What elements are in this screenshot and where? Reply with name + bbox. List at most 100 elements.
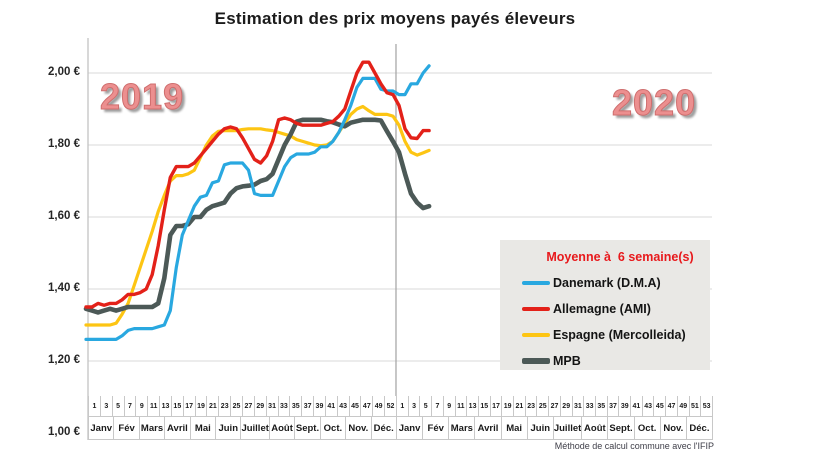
month-label: Fév (422, 416, 449, 440)
week-tick-label: 21 (513, 396, 525, 416)
week-tick-label: 33 (277, 396, 290, 416)
espagne-line-swatch-icon (522, 333, 550, 337)
week-tick-label: 13 (159, 396, 171, 416)
month-label: Déc. (370, 416, 396, 440)
legend-item-danemark: Danemark (D.M.A) (500, 270, 710, 296)
month-label: Déc. (685, 416, 712, 440)
y-tick-label: 1,60 € (48, 210, 80, 222)
month-label: Nov. (659, 416, 686, 440)
footnote: Méthode de calcul commune avec l'IFIP (554, 441, 714, 451)
week-tick-label: 29 (559, 396, 572, 416)
y-tick-label: 1,40 € (48, 282, 80, 294)
week-tick-label: 21 (206, 396, 218, 416)
month-label: Janv (88, 416, 114, 440)
legend-item-mpb: MPB (500, 348, 710, 374)
week-tick-label: 9 (135, 396, 147, 416)
legend-label-espagne: Espagne (Mercolleida) (553, 328, 686, 342)
week-tick-label: 11 (147, 396, 159, 416)
week-tick-label: 3 (99, 396, 112, 416)
month-label: Sept. (294, 416, 320, 440)
legend-label-danemark: Danemark (D.M.A) (553, 276, 661, 290)
week-tick-label: 37 (301, 396, 313, 416)
week-tick-label: 27 (548, 396, 560, 416)
week-tick-label: 31 (571, 396, 584, 416)
week-tick-label: 45 (653, 396, 665, 416)
month-label: Août (581, 416, 608, 440)
y-tick-label: 1,80 € (48, 138, 80, 150)
week-tick-label: 1 (396, 396, 408, 416)
x-axis-months-2020: Janv Fév Mars Avril Mai Juin Juillet Août Sept. O… (396, 416, 713, 440)
week-tick-label: 43 (641, 396, 654, 416)
week-tick-label: 1 (88, 396, 100, 416)
month-label: Sept. (607, 416, 634, 440)
week-tick-label: 5 (111, 396, 124, 416)
year-label-2019: 2019 (99, 76, 185, 118)
week-tick-label: 23 (524, 396, 537, 416)
month-label: Mai (189, 416, 216, 440)
month-label: Juin (215, 416, 241, 440)
week-tick-label: 15 (477, 396, 490, 416)
month-label: Oct. (633, 416, 660, 440)
allemagne-line-swatch-icon (522, 307, 550, 311)
week-tick-label: 49 (372, 396, 384, 416)
month-label: Nov. (345, 416, 371, 440)
week-tick-label: 17 (489, 396, 502, 416)
week-tick-label: 47 (665, 396, 677, 416)
month-label: Juin (526, 416, 553, 440)
month-label: Janv (396, 416, 423, 440)
danemark-line-swatch-icon (522, 281, 550, 285)
week-tick-label: 35 (289, 396, 301, 416)
week-tick-label: 19 (194, 396, 207, 416)
month-label: Fév (113, 416, 139, 440)
chart-title: Estimation des prix moyens payés éleveur… (214, 9, 576, 28)
week-tick-label: 27 (241, 396, 254, 416)
week-tick-label: 52 (384, 396, 396, 416)
month-label: Mars (448, 416, 475, 440)
week-tick-label: 33 (583, 396, 595, 416)
week-tick-label: 13 (466, 396, 478, 416)
week-tick-label: 43 (336, 396, 349, 416)
month-label: Août (268, 416, 295, 440)
chart-legend: Moyenne à 6 semaine(s) Danemark (D.M.A) … (500, 240, 710, 370)
week-tick-label: 9 (442, 396, 455, 416)
week-tick-label: 5 (419, 396, 431, 416)
month-label: Juillet (240, 416, 269, 440)
x-axis-weeks-2019: 1 3 5 7 9 11 13 15 17 19 21 23 25 27 29 31 33 35 37 39 41 43 4… (88, 396, 397, 416)
week-tick-label: 23 (218, 396, 230, 416)
x-axis-months-2019: Janv Fév Mars Avril Mai Juin Juillet Août Sept. O… (88, 416, 396, 440)
week-tick-label: 41 (630, 396, 642, 416)
week-tick-label: 41 (324, 396, 337, 416)
mpb-line-swatch-icon (522, 358, 550, 364)
week-tick-label: 25 (230, 396, 242, 416)
week-tick-label: 37 (606, 396, 619, 416)
week-tick-label: 45 (348, 396, 361, 416)
month-label: Oct. (319, 416, 346, 440)
series-line-mpb (83, 117, 432, 315)
week-tick-label: 11 (454, 396, 467, 416)
legend-label-allemagne: Allemagne (AMI) (553, 302, 651, 316)
week-tick-label: 49 (676, 396, 689, 416)
month-label: Mars (138, 416, 165, 440)
week-tick-label: 3 (407, 396, 420, 416)
legend-title: Moyenne à 6 semaine(s) (546, 250, 694, 264)
week-tick-label: 39 (618, 396, 630, 416)
week-tick-label: 31 (265, 396, 278, 416)
y-tick-label: 1,20 € (48, 354, 80, 366)
y-tick-label: 2,00 € (48, 66, 80, 78)
week-tick-label: 47 (360, 396, 372, 416)
week-tick-label: 35 (594, 396, 607, 416)
week-tick-label: 39 (313, 396, 325, 416)
month-label: Mai (500, 416, 527, 440)
x-axis-weeks-2020: 1 3 5 7 9 11 13 15 17 19 21 23 25 27 29 31 33 35 37 39 41 43 4… (396, 396, 713, 416)
year-label-2020: 2020 (611, 82, 697, 124)
week-tick-label: 53 (700, 396, 712, 416)
month-label: Avril (474, 416, 501, 440)
y-tick-label: 1,00 € (48, 426, 80, 438)
week-tick-label: 51 (688, 396, 701, 416)
legend-label-mpb: MPB (553, 354, 581, 368)
week-tick-label: 15 (170, 396, 183, 416)
week-tick-label: 29 (253, 396, 266, 416)
legend-item-espagne: Espagne (Mercolleida) (500, 322, 710, 348)
